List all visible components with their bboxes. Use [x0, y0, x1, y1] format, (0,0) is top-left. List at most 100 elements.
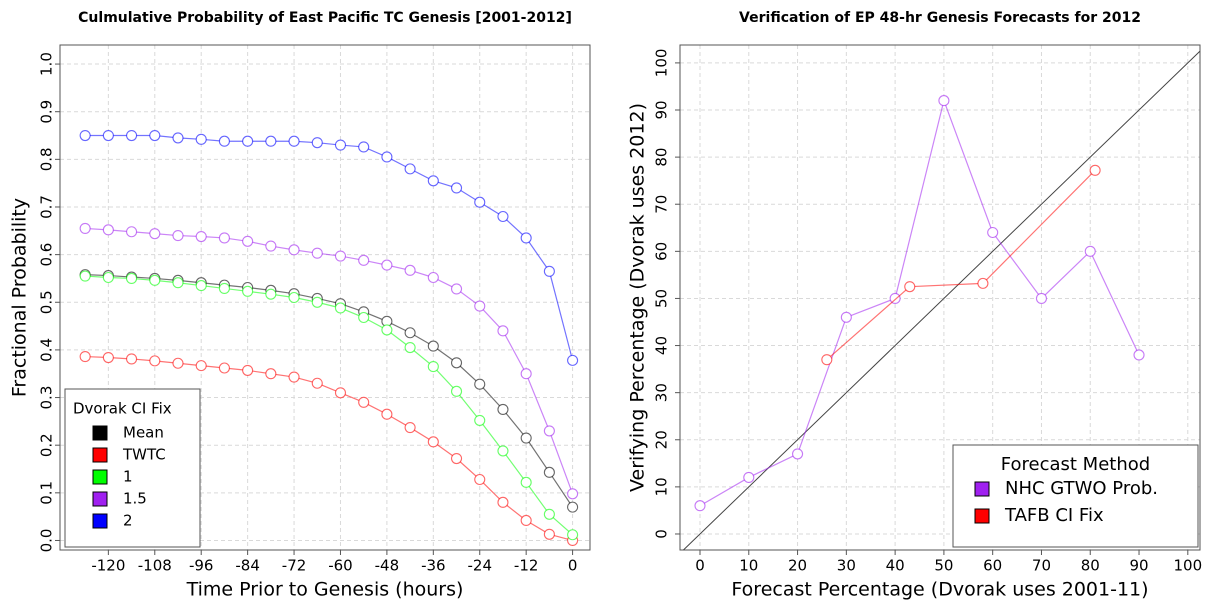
data-point	[218, 135, 230, 147]
y-tick-label: 0.6	[38, 243, 56, 267]
plot-frame	[679, 44, 1201, 551]
legend-label: 2	[123, 512, 133, 530]
data-point	[79, 222, 91, 234]
x-tick-label: -120	[91, 557, 125, 575]
x-tick-label: 10	[739, 557, 758, 575]
data-point	[567, 529, 579, 541]
data-point	[497, 210, 509, 223]
legend-label: Mean	[123, 424, 164, 442]
data-point	[172, 132, 184, 144]
legend-label: 1.5	[123, 490, 147, 508]
data-point	[889, 292, 901, 304]
x-tick-label: 80	[1081, 557, 1100, 575]
data-point	[404, 264, 416, 276]
legend-swatch	[92, 447, 108, 463]
y-tick-label: 0.3	[38, 386, 56, 410]
x-tick-label: -24	[467, 557, 492, 575]
legend-box	[952, 444, 1199, 548]
y-tick-label: 0.9	[38, 100, 56, 124]
data-point	[1084, 245, 1096, 257]
data-point	[567, 501, 579, 513]
x-tick-label: 40	[886, 557, 905, 575]
y-tick-label: 0.2	[38, 433, 56, 457]
legend-swatch	[92, 469, 108, 485]
legend: Forecast Method NHC GTWO Prob. TAFB CI Fix	[952, 444, 1199, 548]
data-point	[242, 135, 254, 147]
y-tick-label: 0.7	[38, 195, 56, 219]
x-tick-label: -72	[282, 557, 307, 575]
data-point	[288, 371, 300, 383]
data-point	[126, 129, 138, 142]
data-point	[474, 414, 486, 426]
data-point	[543, 528, 555, 540]
x-tick-label: 0	[695, 557, 705, 575]
x-axis-label: Forecast Percentage (Dvorak uses 2001-11…	[731, 579, 1148, 601]
data-point	[149, 129, 161, 142]
data-point	[172, 357, 184, 369]
data-point	[450, 283, 463, 295]
series-line	[85, 134, 574, 361]
x-tick-label: 50	[934, 557, 953, 575]
data-point	[474, 473, 486, 486]
legend-box	[64, 388, 201, 548]
x-tick-label: -108	[138, 557, 172, 575]
data-point	[450, 182, 463, 194]
data-point	[79, 270, 91, 282]
data-point	[102, 224, 114, 236]
data-point	[904, 281, 916, 293]
data-point	[381, 259, 393, 271]
data-point	[497, 445, 509, 457]
y-tick-label: 70	[653, 195, 671, 214]
data-point	[126, 272, 138, 284]
data-point	[404, 341, 416, 354]
data-point	[474, 378, 486, 390]
data-point	[195, 280, 207, 292]
legend-label: 1	[123, 468, 133, 486]
series-line	[699, 98, 1140, 507]
data-point	[288, 244, 300, 256]
y-tick-label: 1.0	[38, 52, 56, 76]
legend: Dvorak CI Fix Mean TWTC 1 1.5 2	[64, 388, 201, 548]
data-point	[149, 228, 161, 240]
data-point	[358, 141, 370, 153]
x-tick-label: -12	[514, 557, 539, 575]
data-point	[242, 285, 254, 297]
data-point	[265, 288, 277, 300]
data-point	[149, 274, 161, 286]
y-tick-label: 40	[653, 336, 671, 355]
data-point	[520, 368, 532, 380]
data-point	[381, 324, 393, 336]
series-line	[85, 274, 574, 508]
data-point	[474, 300, 486, 312]
x-tick-label: 30	[837, 557, 856, 575]
data-point	[311, 247, 323, 259]
y-tick-label: 20	[653, 430, 671, 449]
data-point	[427, 340, 439, 352]
data-point	[977, 277, 989, 289]
series-line	[85, 355, 573, 542]
data-point	[334, 139, 347, 151]
data-point	[427, 175, 439, 187]
data-point	[102, 351, 114, 364]
chart-title: Culmulative Probability of East Pacific …	[78, 10, 572, 26]
data-point	[195, 230, 207, 243]
y-tick-label: 0.0	[38, 529, 56, 553]
data-point	[792, 448, 804, 460]
y-axis-label: Fractional Probability	[9, 198, 31, 397]
data-point	[79, 129, 91, 142]
data-point	[520, 514, 532, 527]
x-tick-label: 20	[788, 557, 807, 575]
data-point	[79, 351, 91, 363]
data-point	[543, 425, 555, 437]
data-point	[497, 496, 509, 508]
y-tick-label: 0.5	[38, 290, 56, 314]
data-point	[311, 296, 323, 308]
data-point	[334, 250, 347, 262]
y-tick-label: 0	[653, 529, 671, 539]
data-point	[474, 196, 486, 208]
legend-swatch	[974, 481, 990, 497]
data-point	[311, 137, 323, 149]
x-tick-label: 60	[983, 557, 1002, 575]
legend-title: Dvorak CI Fix	[73, 400, 172, 418]
data-point	[543, 466, 555, 478]
